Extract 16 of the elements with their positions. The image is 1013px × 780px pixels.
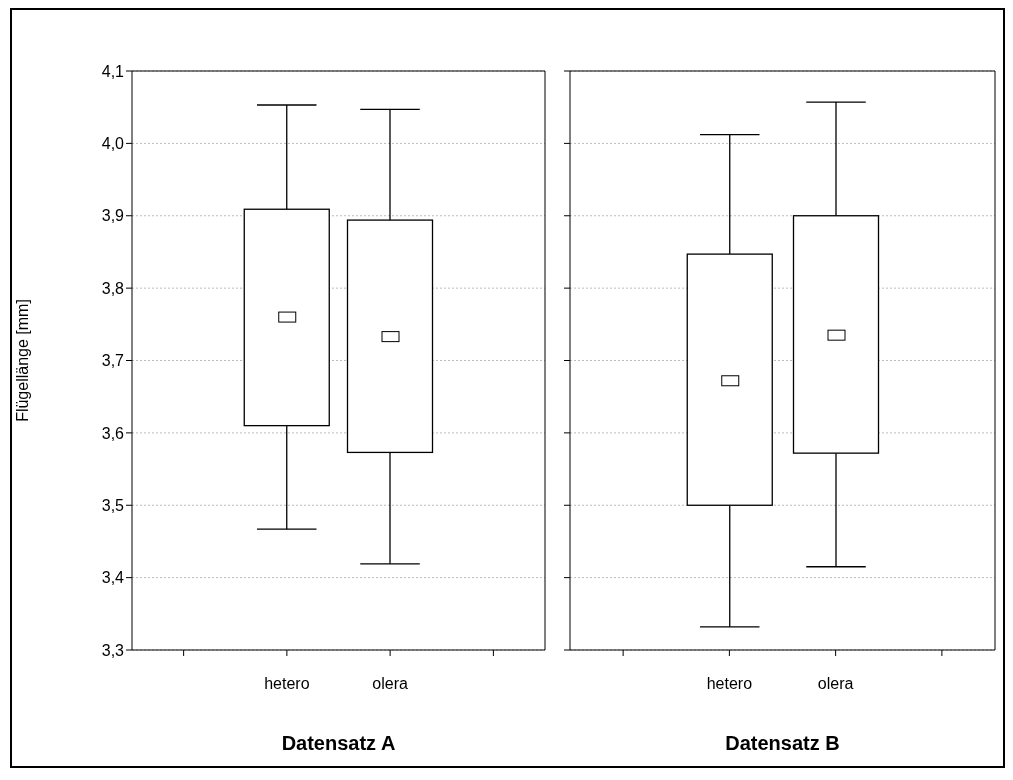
- x-tick-label: hetero: [706, 675, 753, 693]
- x-tick-label: olera: [372, 675, 409, 693]
- x-tick-label: olera: [817, 675, 854, 693]
- y-tick-label: 3,3: [101, 641, 125, 659]
- y-axis-title: Flügellänge [mm]: [13, 299, 31, 422]
- y-tick-label: 3,9: [101, 207, 125, 225]
- y-tick-label: 3,7: [101, 352, 125, 370]
- y-tick-label: 3,8: [101, 279, 125, 297]
- y-tick-label: 4,0: [101, 135, 125, 153]
- x-tick-label: hetero: [264, 675, 310, 693]
- y-tick-label: 3,4: [101, 569, 125, 587]
- x-axis-title: Datensatz A: [281, 732, 396, 754]
- y-tick-label: 4,1: [101, 62, 125, 80]
- y-tick-label: 3,5: [101, 496, 125, 514]
- y-tick-label: 3,6: [101, 424, 125, 442]
- x-axis-title: Datensatz B: [725, 732, 840, 754]
